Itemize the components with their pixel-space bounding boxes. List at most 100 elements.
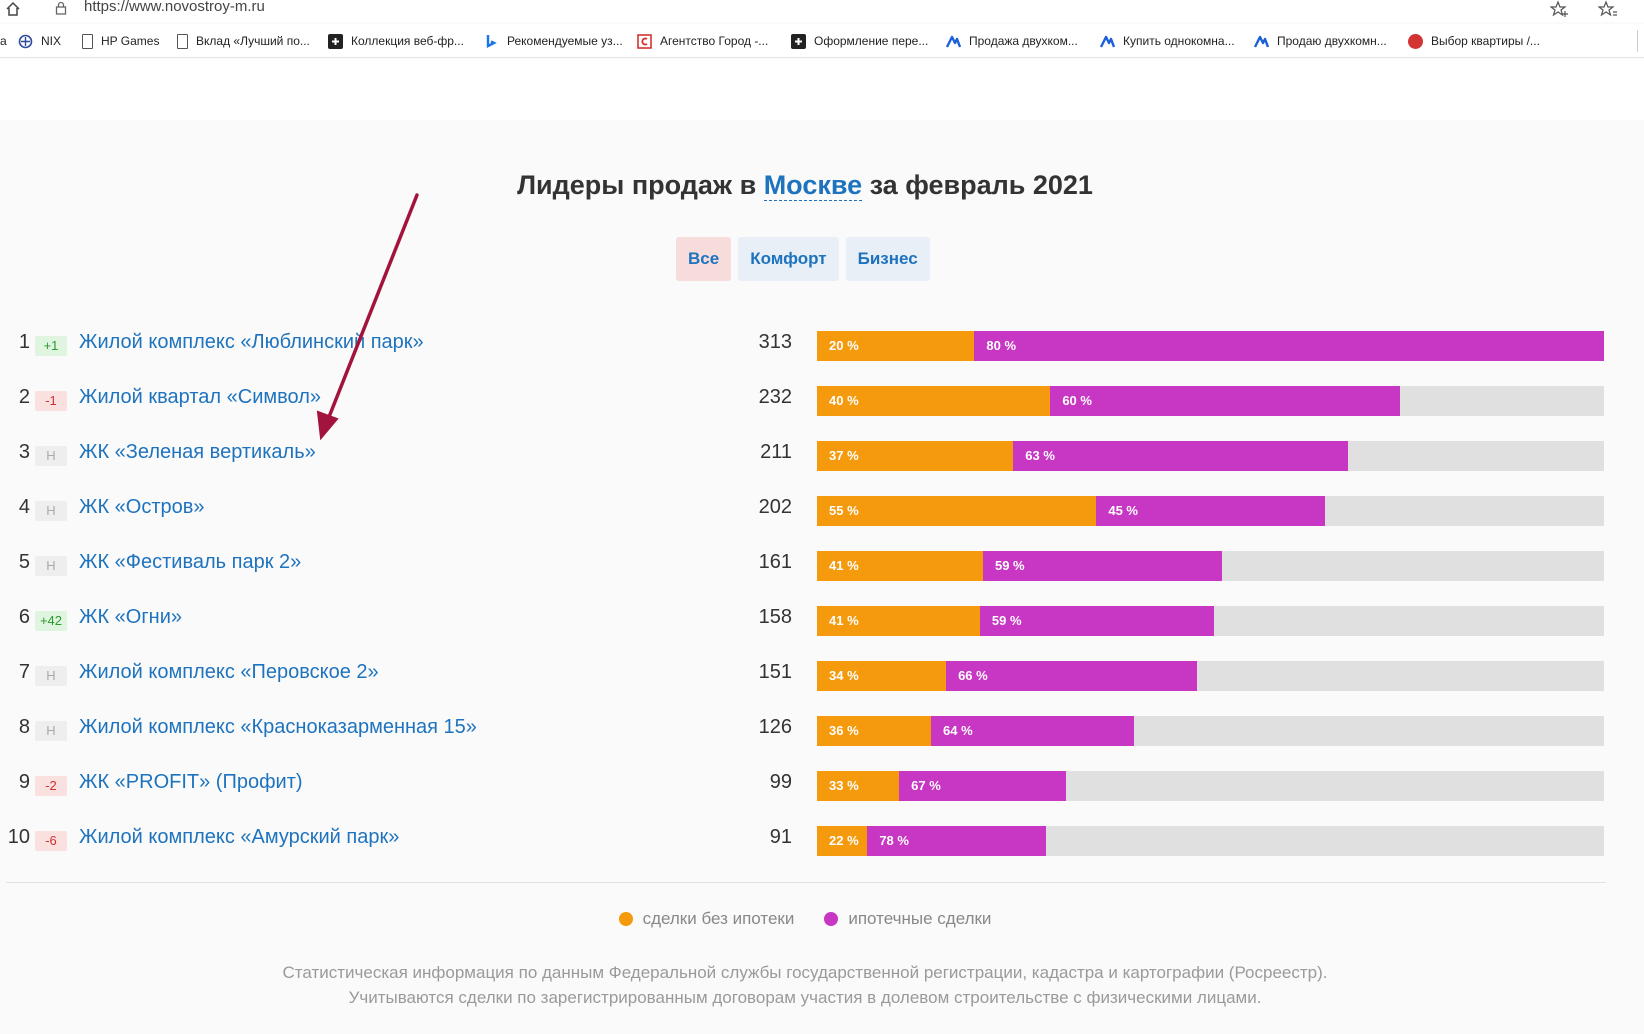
bookmark-overflow-edge: а: [0, 34, 7, 48]
bookmark-item[interactable]: NIX: [18, 32, 61, 50]
rank-number: 2: [18, 386, 30, 408]
complex-name-link[interactable]: ЖК «Зеленая вертикаль»: [79, 441, 316, 463]
complex-name-link[interactable]: ЖК «Фестиваль парк 2»: [79, 551, 302, 573]
rank-number: 9: [18, 771, 30, 793]
bookmarks-bar: а NIX HP Games Вклад «Лучший по... Коллекция…: [0, 24, 1644, 58]
collection-icon: [328, 33, 343, 49]
ranking-row: 8 Н Жилой комплекс «Красноказарменная 15» 1…: [0, 704, 1644, 759]
realty-icon: [1099, 34, 1116, 49]
deals-bar: 37 % 63 %: [817, 441, 1604, 471]
page-icon: [177, 33, 188, 49]
lock-icon: [55, 1, 67, 15]
title-prefix: Лидеры продаж в: [517, 170, 764, 200]
realty-icon: [1253, 34, 1270, 49]
bookmark-label: Продажа двухком...: [969, 34, 1078, 48]
mortgage-segment: 59 %: [979, 606, 1215, 636]
deals-count: 161: [758, 551, 792, 573]
footnote: Статистическая информация по данным Феде…: [0, 960, 1610, 1010]
ranking-row: 5 Н ЖК «Фестиваль парк 2» 161 41 % 59 %: [0, 539, 1644, 594]
mortgage-segment: 60 %: [1050, 386, 1401, 416]
deals-count: 99: [769, 771, 792, 793]
cash-segment: 34 %: [817, 661, 947, 691]
filter-comfort-button[interactable]: Комфорт: [738, 237, 839, 281]
complex-name-link[interactable]: ЖК «Остров»: [79, 496, 205, 518]
mortgage-segment: 67 %: [899, 771, 1066, 801]
bookmark-item[interactable]: Коллекция веб-фр...: [328, 32, 464, 50]
complex-name-link[interactable]: ЖК «Огни»: [79, 606, 182, 628]
bookmark-item[interactable]: Оформление пере...: [791, 32, 928, 50]
bookmark-item[interactable]: Купить однокомна...: [1099, 32, 1235, 50]
filter-business-button[interactable]: Бизнес: [845, 237, 930, 281]
rank-change-badge: Н: [35, 501, 67, 521]
rank-change-badge: Н: [35, 666, 67, 686]
class-filter-tabs: Все Комфорт Бизнес: [676, 237, 930, 281]
ranking-row: 10 -6 Жилой комплекс «Амурский парк» 91 22 %…: [0, 814, 1644, 869]
rank-number: 8: [18, 716, 30, 738]
bookmark-item[interactable]: Агентство Город -...: [637, 32, 768, 50]
deals-bar: 34 % 66 %: [817, 661, 1604, 691]
cash-segment: 20 %: [817, 331, 975, 361]
legend-mortgage-label: ипотечные сделки: [848, 909, 992, 928]
bing-icon: [484, 34, 499, 49]
mortgage-segment: 78 %: [867, 826, 1046, 856]
legend-item-cash: сделки без ипотеки: [618, 909, 795, 929]
cash-segment: 41 %: [817, 606, 980, 636]
page-icon: [82, 33, 93, 49]
complex-name-link[interactable]: Жилой комплекс «Амурский парк»: [79, 826, 400, 848]
favorites-icon[interactable]: [1598, 0, 1618, 18]
deals-bar: 22 % 78 %: [817, 826, 1604, 856]
ranking-row: 6 +42 ЖК «Огни» 158 41 % 59 %: [0, 594, 1644, 649]
mortgage-segment: 59 %: [982, 551, 1222, 581]
cash-dot-icon: [618, 912, 633, 926]
deals-bar: 55 % 45 %: [817, 496, 1604, 526]
nix-icon: [18, 34, 33, 49]
cash-segment: 55 %: [817, 496, 1097, 526]
mortgage-segment: 64 %: [931, 716, 1134, 746]
legend-cash-label: сделки без ипотеки: [642, 909, 795, 928]
bookmark-label: Купить однокомна...: [1123, 34, 1235, 48]
rank-change-badge: Н: [35, 721, 67, 741]
bookmark-label: HP Games: [101, 34, 160, 48]
rank-change-badge: -6: [35, 831, 67, 851]
address-bar[interactable]: https://www.novostroy-m.ru: [0, 0, 1644, 22]
rank-change-badge: -2: [35, 776, 67, 796]
complex-name-link[interactable]: ЖК «PROFIT» (Профит): [79, 771, 303, 793]
rank-number: 3: [18, 441, 30, 463]
deals-bar: 40 % 60 %: [817, 386, 1604, 416]
ranking-row: 4 Н ЖК «Остров» 202 55 % 45 %: [0, 484, 1644, 539]
rank-number: 1: [18, 331, 30, 353]
cash-segment: 41 %: [817, 551, 983, 581]
add-favorite-icon[interactable]: [1550, 0, 1570, 18]
filter-all-button[interactable]: Все: [676, 237, 732, 281]
cash-segment: 37 %: [817, 441, 1014, 471]
complex-name-link[interactable]: Жилой комплекс «Перовское 2»: [79, 661, 379, 683]
ranking-row: 1 +1 Жилой комплекс «Люблинский парк» 313 20…: [0, 319, 1644, 374]
rank-change-badge: Н: [35, 556, 67, 576]
complex-name-link[interactable]: Жилой комплекс «Красноказарменная 15»: [79, 716, 477, 738]
deals-count: 126: [758, 716, 792, 738]
bookmark-label: Продаю двухкомн...: [1277, 34, 1387, 48]
rank-change-badge: -1: [35, 391, 67, 411]
bookmark-item[interactable]: Вклад «Лучший по...: [177, 32, 310, 50]
ranking-row: 7 Н Жилой комплекс «Перовское 2» 151 34 % 66 …: [0, 649, 1644, 704]
url-text[interactable]: https://www.novostroy-m.ru: [84, 0, 265, 15]
complex-name-link[interactable]: Жилой квартал «Символ»: [79, 386, 321, 408]
deals-count: 232: [758, 386, 792, 408]
bookmark-item[interactable]: Продаю двухкомн...: [1253, 32, 1387, 50]
bookmark-item[interactable]: Продажа двухком...: [945, 32, 1078, 50]
rank-change-badge: Н: [35, 446, 67, 466]
home-icon[interactable]: [4, 0, 22, 18]
footnote-line-1: Статистическая информация по данным Феде…: [282, 963, 1328, 982]
mortgage-segment: 66 %: [946, 661, 1197, 691]
rank-number: 7: [18, 661, 30, 683]
bookmark-label: Выбор квартиры /...: [1431, 34, 1540, 48]
bookmark-item[interactable]: Рекомендуемые уз...: [484, 32, 623, 50]
cash-segment: 33 %: [817, 771, 900, 801]
bookmark-item[interactable]: HP Games: [82, 32, 159, 50]
rank-number: 6: [18, 606, 30, 628]
complex-name-link[interactable]: Жилой комплекс «Люблинский парк»: [79, 331, 424, 353]
city-selector-link[interactable]: Москве: [763, 170, 863, 201]
bookmark-item[interactable]: Выбор квартиры /...: [1408, 32, 1540, 50]
rank-number: 10: [7, 826, 30, 848]
rank-change-badge: +1: [35, 336, 67, 356]
